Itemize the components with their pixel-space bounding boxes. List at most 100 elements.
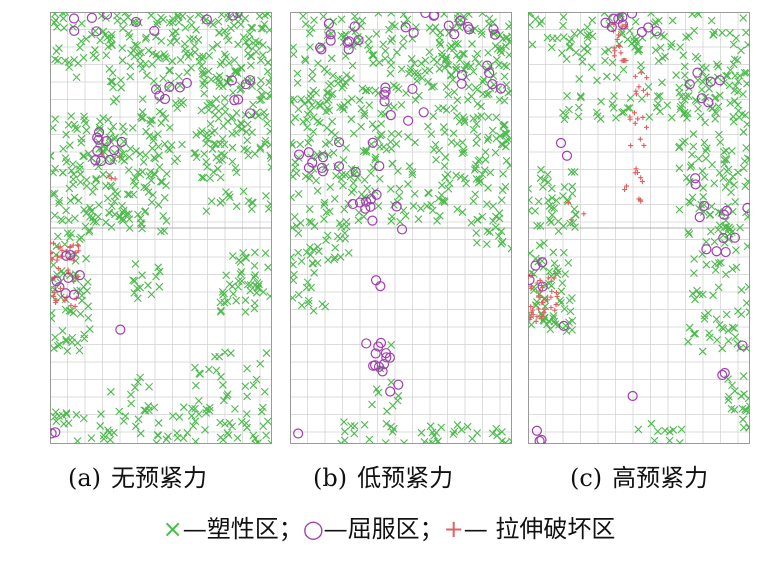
yield-marker: [558, 320, 569, 331]
plastic-marker: [728, 323, 737, 332]
plastic-marker: [312, 88, 321, 97]
tensile-marker: [52, 290, 58, 296]
plastic-marker: [435, 64, 444, 73]
plastic-marker: [144, 188, 153, 197]
tensile-marker: [553, 290, 559, 296]
plastic-marker: [395, 184, 404, 193]
plastic-marker: [267, 154, 272, 162]
plastic-marker: [392, 140, 401, 148]
plastic-marker: [583, 23, 592, 32]
plastic-marker: [65, 63, 74, 72]
plastic-marker: [478, 170, 487, 179]
plastic-marker: [730, 180, 738, 189]
plastic-marker: [369, 51, 378, 60]
caption-c: (c) 高预紧力: [570, 458, 708, 493]
plastic-marker: [678, 138, 687, 147]
yield-marker: [303, 162, 315, 173]
plastic-marker: [77, 134, 86, 143]
plastic-marker: [60, 420, 68, 428]
plastic-marker: [156, 227, 165, 236]
yield-marker: [316, 162, 328, 174]
yield-marker: [379, 89, 390, 100]
plastic-marker: [50, 151, 55, 160]
plastic-marker: [745, 423, 750, 431]
plastic-marker: [231, 404, 239, 413]
plastic-marker: [71, 214, 79, 222]
plastic-marker: [681, 137, 689, 146]
plastic-marker: [249, 381, 258, 390]
plastic-marker: [568, 325, 576, 334]
plastic-marker: [122, 210, 131, 219]
plastic-marker: [677, 425, 686, 434]
plastic-marker: [742, 68, 750, 77]
plastic-marker: [66, 196, 75, 205]
tensile-marker: [70, 242, 76, 248]
plastic-marker: [124, 29, 133, 38]
tensile-marker: [541, 310, 547, 316]
plastic-marker: [700, 138, 709, 147]
plastic-marker: [477, 27, 486, 36]
plastic-marker: [250, 273, 259, 282]
plastic-marker: [162, 217, 171, 225]
plastic-marker: [690, 255, 699, 263]
plastic-marker: [473, 85, 482, 94]
plastic-marker: [207, 197, 216, 206]
plastic-marker: [453, 96, 462, 105]
plastic-marker: [249, 431, 258, 440]
plastic-marker: [53, 341, 62, 350]
plastic-marker: [338, 170, 347, 179]
plastic-marker: [502, 42, 510, 51]
plastic-marker: [499, 169, 507, 178]
plastic-marker: [55, 412, 63, 420]
plastic-marker: [565, 105, 573, 114]
tensile-marker: [552, 270, 558, 276]
plastic-marker: [489, 216, 497, 225]
plastic-marker: [353, 33, 362, 41]
plastic-marker: [140, 207, 149, 216]
plastic-marker: [498, 238, 507, 246]
plastic-marker: [267, 163, 272, 172]
plastic-marker: [359, 212, 368, 221]
plastic-marker: [701, 118, 710, 127]
plastic-marker: [225, 190, 233, 199]
yield-marker: [617, 19, 629, 30]
plastic-marker: [625, 104, 634, 112]
plastic-marker: [369, 59, 378, 68]
plastic-marker: [266, 292, 272, 301]
plastic-marker: [162, 54, 170, 63]
tensile-marker: [636, 84, 642, 90]
plastic-marker: [154, 54, 163, 63]
plastic-marker: [144, 46, 153, 55]
plastic-marker: [548, 194, 556, 202]
plastic-marker: [577, 93, 585, 102]
plastic-marker: [254, 282, 262, 291]
plastic-marker: [708, 104, 717, 113]
plastic-marker: [78, 296, 86, 305]
plastic-marker: [738, 404, 747, 413]
plastic-marker: [254, 439, 262, 444]
plastic-marker: [507, 244, 512, 253]
plastic-marker: [227, 349, 235, 358]
plastic-marker: [243, 364, 251, 373]
plastic-marker: [491, 148, 500, 157]
plastic-marker: [129, 177, 138, 186]
yield-marker: [303, 147, 314, 158]
yield-marker: [60, 288, 71, 299]
plastic-marker: [593, 112, 602, 120]
yield-marker: [293, 428, 304, 439]
plastic-marker: [108, 41, 116, 50]
plastic-marker: [423, 202, 431, 210]
plastic-marker: [713, 336, 721, 344]
plastic-marker: [574, 112, 583, 121]
plastic-marker: [484, 48, 493, 57]
plastic-marker: [722, 216, 730, 225]
plastic-marker: [444, 90, 453, 99]
plastic-marker: [70, 55, 79, 64]
plastic-marker: [120, 127, 128, 136]
plastic-marker: [87, 434, 96, 443]
plastic-marker: [401, 211, 410, 220]
plastic-marker: [306, 251, 315, 259]
plastic-marker: [297, 301, 306, 310]
plastic-marker: [107, 202, 116, 211]
plastic-marker: [550, 204, 559, 213]
